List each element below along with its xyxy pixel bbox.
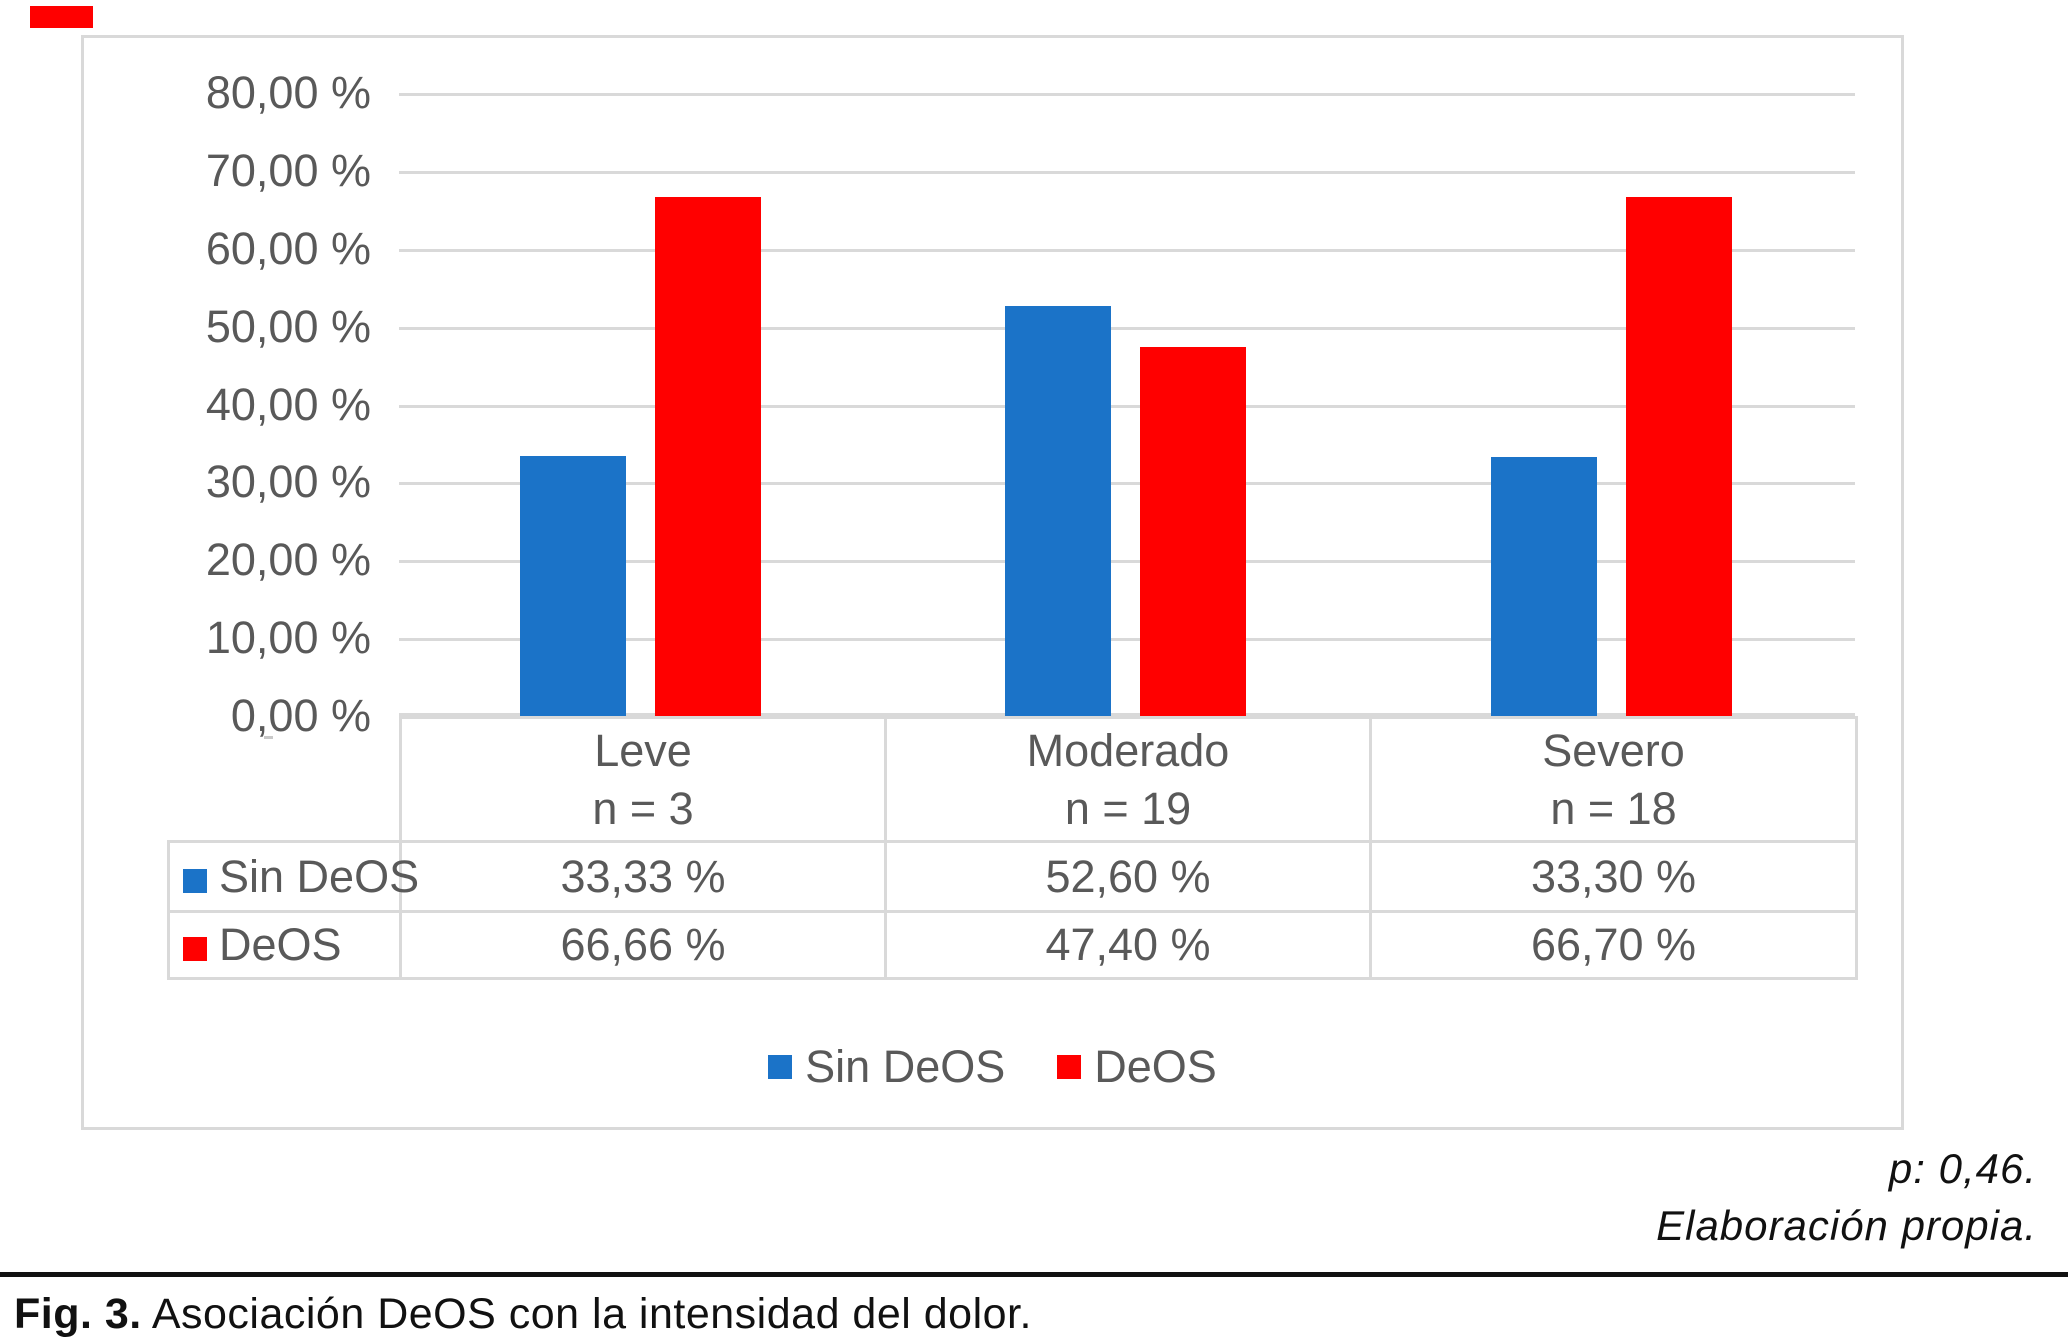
category-label: Leve: [594, 724, 692, 776]
gridline: [399, 327, 1855, 330]
deos-swatch-icon: [183, 937, 207, 961]
y-axis-tick-label: 0,00 %: [230, 690, 371, 741]
caption-divider: [0, 1272, 2068, 1277]
table-value: 33,30 %: [1369, 840, 1858, 913]
p-value-note: p: 0,46.: [1888, 1145, 2037, 1192]
data-table: Leve n = 3 Moderado n = 19 Severo n = 18…: [167, 716, 1858, 980]
bar-sin-deos-leve: [520, 456, 626, 716]
legend-label: Sin DeOS: [805, 1041, 1006, 1092]
table-header-row: Leve n = 3 Moderado n = 19 Severo n = 18: [169, 716, 1858, 843]
bar-deos-leve: [655, 197, 761, 716]
table-category-severo: Severo n = 18: [1369, 716, 1858, 843]
bar-deos-moderado: [1140, 347, 1246, 716]
legend-item-sin-deos: Sin DeOS: [768, 1041, 1005, 1093]
legend-item-deos: DeOS: [1057, 1041, 1217, 1093]
legend-label: DeOS: [1094, 1041, 1217, 1092]
gridline: [399, 713, 1855, 716]
y-axis: 80,00 % 70,00 % 60,00 % 50,00 % 40,00 % 30,00…: [84, 67, 377, 773]
gridline: [399, 405, 1855, 408]
y-axis-tick-label: 70,00 %: [205, 145, 371, 196]
table-category-leve: Leve n = 3: [399, 716, 887, 843]
y-axis-tick-label: 50,00 %: [205, 301, 371, 352]
table-row-deos: DeOS 66,66 % 47,40 % 66,70 %: [167, 910, 1858, 980]
gridline: [399, 560, 1855, 563]
table-value: 52,60 %: [884, 840, 1372, 913]
category-count: n = 19: [1064, 782, 1192, 834]
category-count: n = 3: [592, 782, 694, 834]
gridline: [399, 93, 1855, 96]
table-value: 47,40 %: [884, 910, 1372, 980]
series-name: DeOS: [219, 919, 342, 970]
row-header-sin-deos: Sin DeOS: [167, 840, 419, 913]
figure-caption: Fig. 3. Asociación DeOS con la intensida…: [14, 1290, 1032, 1339]
red-corner-mark: [30, 6, 93, 28]
y-axis-tick-label: 10,00 %: [205, 612, 371, 663]
bar-sin-deos-severo: [1491, 457, 1597, 716]
source-note: Elaboración propia.: [1656, 1202, 2037, 1250]
sin-deos-swatch-icon: [183, 868, 207, 893]
axis-artifact-dash: [264, 736, 273, 739]
table-value: 66,66 %: [399, 910, 887, 980]
gridline: [399, 638, 1855, 641]
y-axis-tick-label: 20,00 %: [205, 534, 371, 585]
y-axis-tick-label: 60,00 %: [205, 223, 371, 274]
category-count: n = 18: [1550, 782, 1677, 834]
sin-deos-swatch-icon: [768, 1055, 793, 1079]
category-label: Severo: [1542, 724, 1685, 776]
deos-swatch-icon: [1057, 1055, 1082, 1079]
chart-frame: 80,00 % 70,00 % 60,00 % 50,00 % 40,00 % 30,00…: [81, 35, 1904, 1130]
figure-notes: p: 0,46. Elaboración propia.: [1656, 1140, 2037, 1254]
gridline: [399, 249, 1855, 252]
y-axis-tick-label: 30,00 %: [205, 456, 371, 507]
table-blank-cell: [169, 718, 401, 842]
chart-legend: Sin DeOS DeOS: [84, 1041, 1901, 1093]
plot-area: [399, 93, 1855, 716]
gridline: [399, 482, 1855, 485]
table-row-sin-deos: Sin DeOS 33,33 % 52,60 % 33,30 %: [167, 840, 1858, 913]
y-axis-tick-label: 80,00 %: [205, 67, 371, 118]
y-axis-tick-label: 40,00 %: [205, 379, 371, 430]
category-label: Moderado: [1026, 724, 1230, 776]
table-value: 33,33 %: [399, 840, 887, 913]
table-value: 66,70 %: [1369, 910, 1858, 980]
figure-caption-text: Asociación DeOS con la intensidad del do…: [151, 1290, 1032, 1338]
gridline: [399, 171, 1855, 174]
bar-deos-severo: [1626, 197, 1732, 716]
table-category-moderado: Moderado n = 19: [884, 716, 1372, 843]
figure-number: Fig. 3.: [14, 1290, 142, 1338]
row-header-deos: DeOS: [167, 910, 402, 980]
series-name: Sin DeOS: [219, 850, 420, 902]
bar-sin-deos-moderado: [1005, 306, 1111, 716]
